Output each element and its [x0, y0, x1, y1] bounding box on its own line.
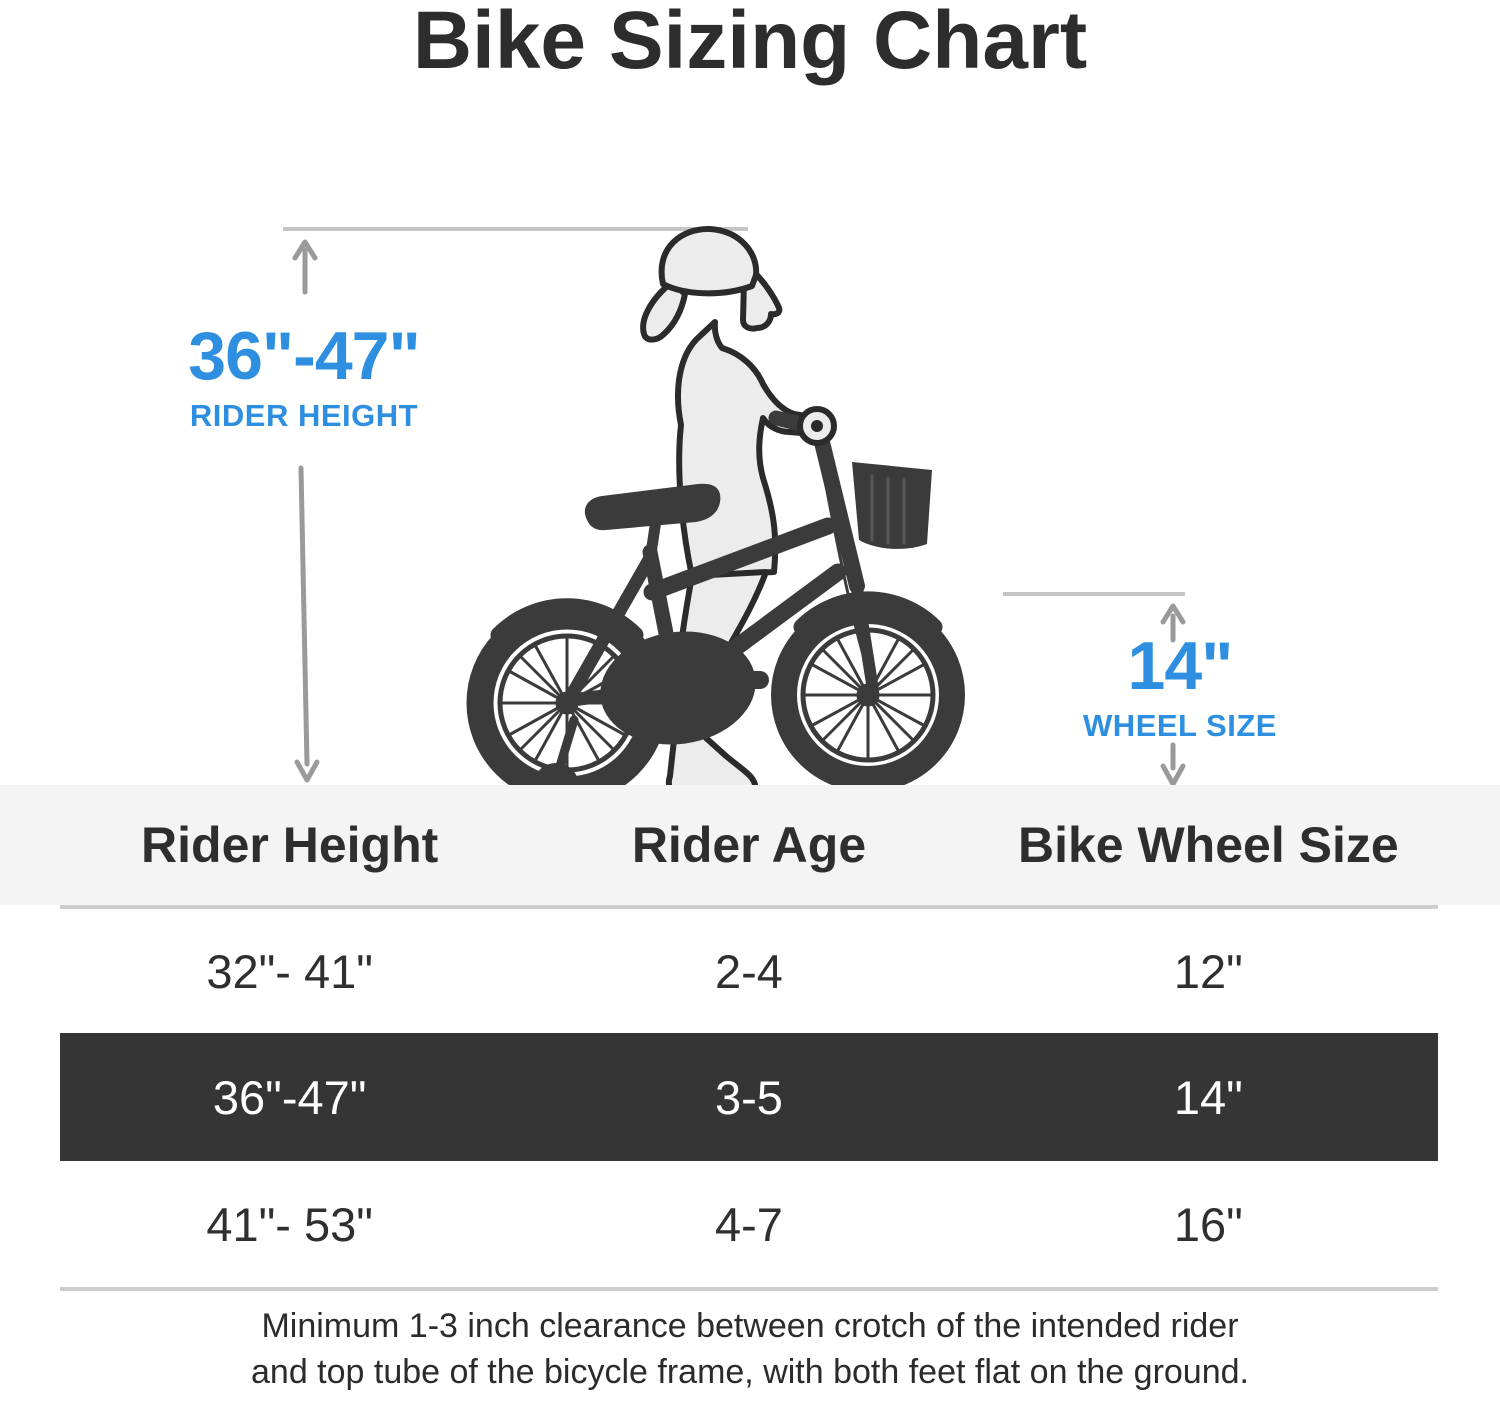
ponytail: [640, 279, 688, 343]
table-row: 32"- 41" 2-4 12": [0, 909, 1500, 1033]
wheel-size-annotation: 14" WHEEL SIZE: [1052, 632, 1308, 744]
table-cell-height: 41"- 53": [206, 1197, 373, 1251]
basket: [852, 462, 932, 549]
sizing-table: Rider Height Rider Age Bike Wheel Size 3…: [0, 785, 1500, 1291]
wheel-size-value: 14": [1127, 628, 1234, 704]
hand-on-grip: [797, 406, 837, 446]
helmet: [658, 225, 760, 297]
table-row-highlighted: 36"-47" 3-5 14": [60, 1033, 1438, 1161]
table-cell-wheel: 14": [1173, 1070, 1243, 1124]
header-divider: [60, 905, 1438, 909]
clearance-footnote: Minimum 1-3 inch clearance between crotc…: [0, 1304, 1500, 1395]
page-title: Bike Sizing Chart: [412, 0, 1088, 86]
arrow-up-icon: [292, 239, 318, 295]
table-cell-age: 4-7: [715, 1197, 783, 1251]
front-fender: [793, 591, 943, 636]
column-header-bike-wheel-size: Bike Wheel Size: [1017, 817, 1399, 873]
table-cell-age: 2-4: [715, 944, 783, 998]
arrow-down-icon: [294, 465, 320, 783]
rider-height-value: 36"-47": [188, 318, 420, 394]
table-bottom-divider: [60, 1287, 1438, 1291]
basket-slats: [870, 474, 906, 545]
rider-with-bike-illustration: [466, 225, 965, 809]
rider-height-label: RIDER HEIGHT: [189, 398, 419, 433]
table-cell-height: 36"-47": [212, 1070, 367, 1124]
table-cell-height: 32"- 41": [206, 944, 373, 998]
arrow-down-icon: [1160, 742, 1186, 787]
seat: [584, 483, 721, 531]
rider-height-annotation: 36"-47" RIDER HEIGHT: [168, 322, 440, 434]
wheel-size-label: WHEEL SIZE: [1083, 708, 1277, 743]
brake-cable: [816, 440, 866, 660]
table-header-row: Rider Height Rider Age Bike Wheel Size: [0, 785, 1500, 905]
table-row: 41"- 53" 4-7 16": [0, 1161, 1500, 1287]
table-cell-age: 3-5: [715, 1070, 783, 1124]
column-header-rider-height: Rider Height: [141, 817, 439, 873]
column-header-rider-age: Rider Age: [631, 817, 867, 873]
footnote-text: Minimum 1-3 inch clearance between crotc…: [251, 1307, 1249, 1391]
table-cell-wheel: 16": [1173, 1197, 1243, 1251]
table-cell-wheel: 12": [1173, 944, 1243, 998]
